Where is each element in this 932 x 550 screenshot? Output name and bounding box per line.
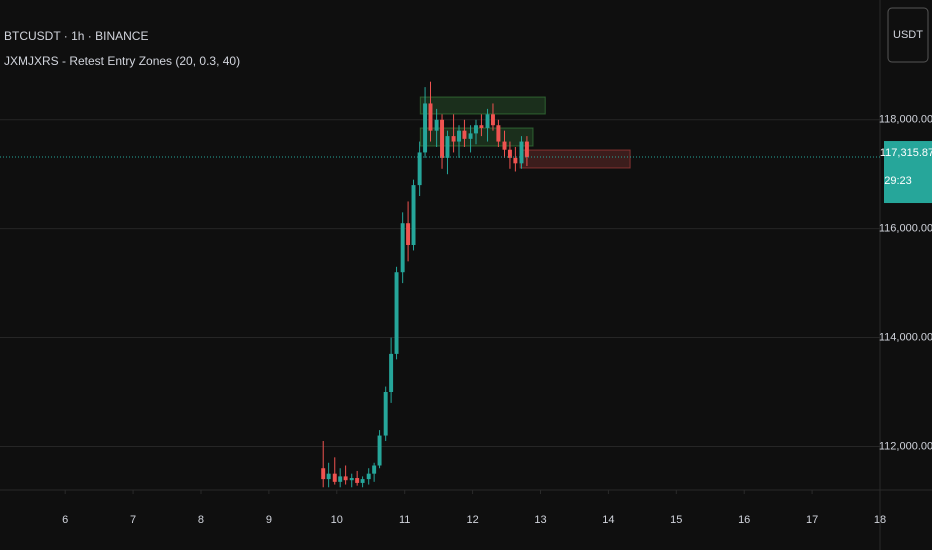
candle-body	[332, 473, 337, 482]
x-tick-label: 16	[738, 514, 750, 526]
y-tick-label: 118,000.00	[879, 114, 932, 126]
candle-body	[485, 114, 490, 128]
candle-body	[366, 473, 371, 480]
candle-body	[457, 130, 461, 142]
candle-body	[474, 125, 478, 134]
candle-body	[507, 149, 512, 158]
candle-body	[502, 141, 507, 150]
candle-body	[411, 185, 416, 245]
x-tick-label: 15	[670, 514, 682, 526]
candle-body	[513, 157, 518, 164]
y-tick-label: 116,000.00	[879, 223, 932, 235]
zone	[419, 96, 546, 115]
candle-body	[428, 103, 433, 131]
x-tick-label: 7	[130, 514, 136, 526]
candle-body	[383, 392, 388, 436]
candle-body	[377, 435, 382, 466]
last-price-box	[884, 141, 932, 204]
countdown-label: 29:23	[884, 175, 912, 187]
y-tick-label: 114,000.00	[879, 331, 932, 343]
candle-body	[400, 223, 405, 273]
zone	[519, 149, 631, 169]
candle-body	[372, 465, 377, 474]
x-tick-label: 11	[399, 514, 410, 526]
currency-label[interactable]: USDT	[893, 29, 923, 41]
candle-body	[496, 125, 501, 142]
x-tick-label: 10	[331, 514, 343, 526]
candle-body	[406, 223, 411, 245]
candle-body	[462, 130, 467, 139]
candle-body	[490, 114, 495, 126]
candle-body	[360, 479, 365, 483]
x-tick-label: 17	[806, 514, 818, 526]
candle-body	[417, 152, 422, 186]
x-tick-label: 18	[874, 514, 886, 526]
indicator-label: JXMJXRS - Retest Entry Zones (20, 0.3, 4…	[4, 54, 240, 68]
candle-body	[321, 468, 326, 480]
candle-body	[434, 119, 439, 131]
candle-body	[338, 476, 343, 482]
x-tick-label: 9	[266, 514, 272, 526]
symbol-label: BTCUSDT · 1h · BINANCE	[4, 29, 148, 43]
currency-button[interactable]	[887, 7, 929, 63]
x-tick-label: 13	[534, 514, 546, 526]
candle-body	[326, 473, 331, 480]
last-price-label: 117,315.87	[880, 147, 932, 159]
candle-body	[349, 478, 354, 481]
candle-body	[519, 141, 524, 164]
candle-body	[355, 478, 360, 483]
candle-body	[394, 272, 399, 354]
grid	[0, 119, 880, 447]
candle-body	[524, 141, 529, 158]
candle-body	[423, 103, 428, 153]
candles	[321, 81, 529, 488]
candle-body	[445, 136, 450, 158]
candle-body	[451, 136, 456, 142]
candle-body	[468, 133, 473, 139]
candle-body	[389, 353, 394, 392]
candle-body	[479, 125, 484, 128]
candle-body	[343, 476, 348, 481]
x-tick-label: 12	[466, 514, 478, 526]
overlay: 112,000.00 114,000.00 116,000.00 118,000.00…	[0, 114, 932, 526]
x-tick-label: 6	[62, 514, 68, 526]
y-tick-label: 112,000.00	[879, 440, 932, 452]
x-tick-label: 8	[198, 514, 204, 526]
x-tick-label: 14	[602, 514, 614, 526]
candle-body	[440, 119, 445, 158]
